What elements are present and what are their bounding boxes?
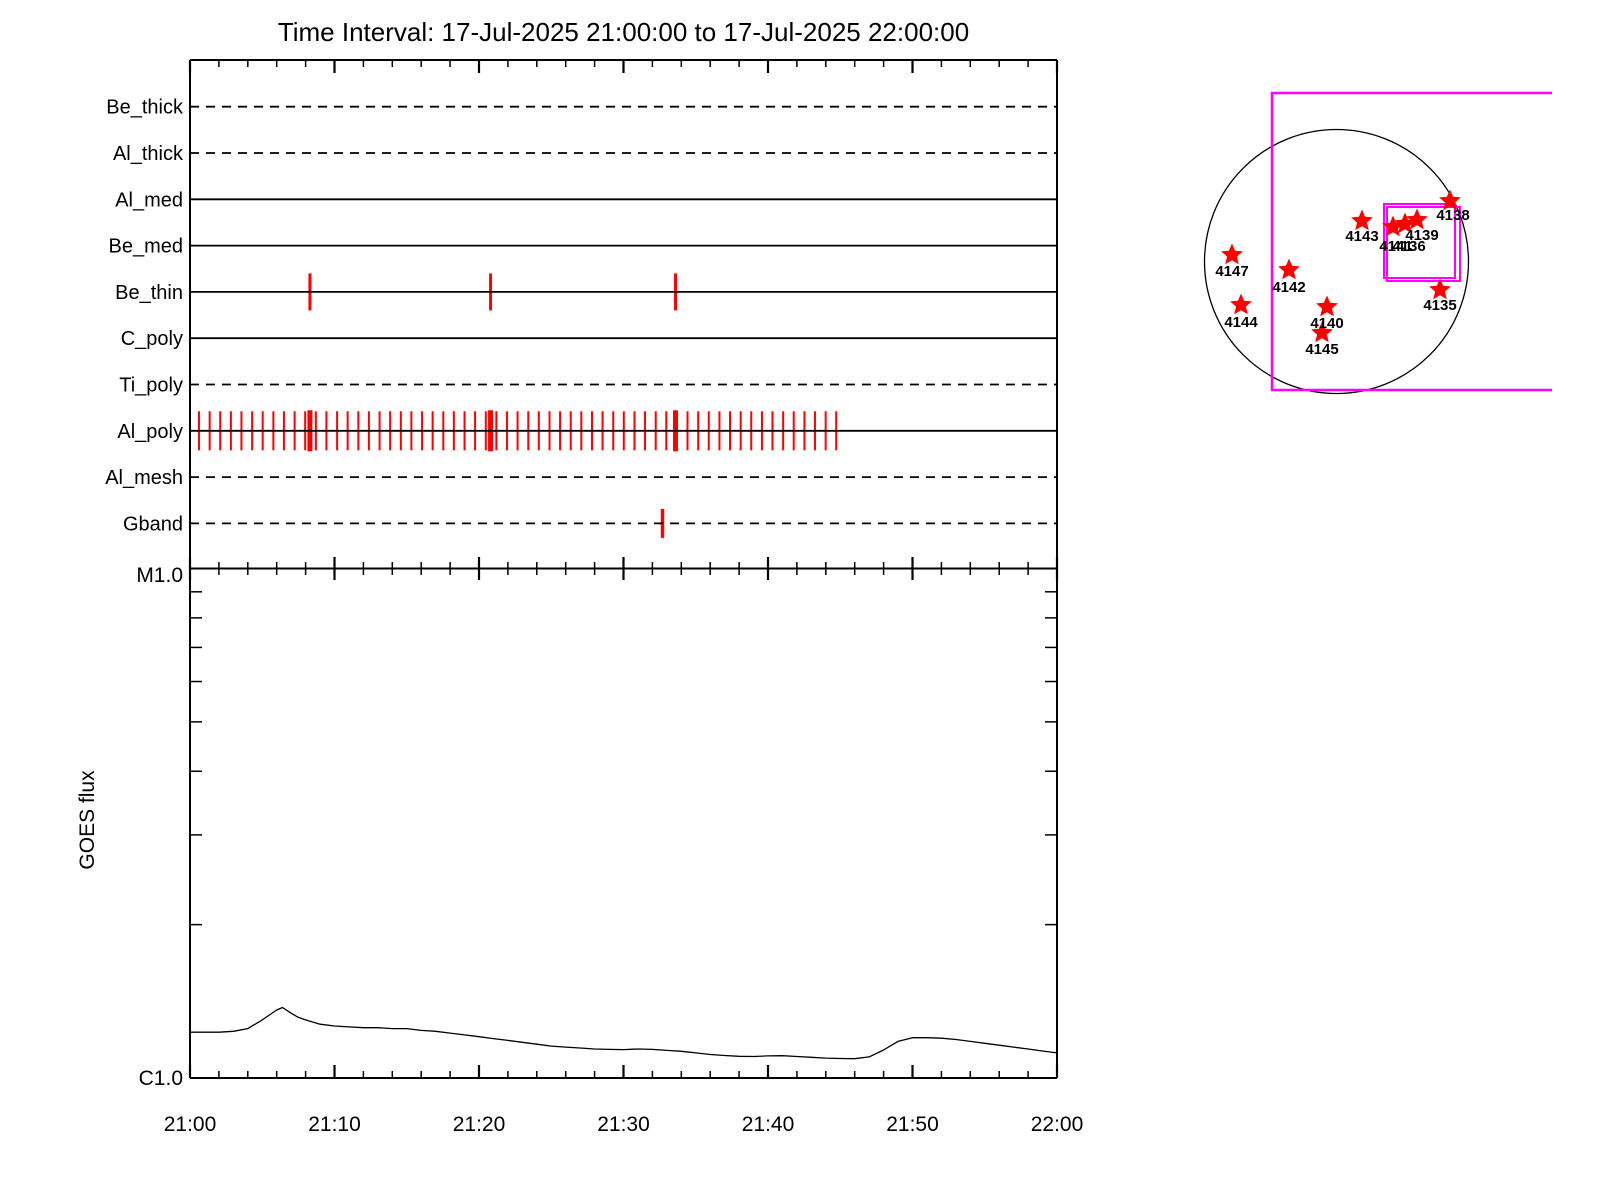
- active-region-star-4145: [1311, 321, 1333, 343]
- active-region-label-4143: 4143: [1345, 228, 1378, 245]
- active-region-star-4143: [1351, 209, 1373, 231]
- goes-flux-curve: [190, 1006, 1058, 1060]
- filter-label-Al_poly: Al_poly: [117, 421, 183, 443]
- active-region-label-4138: 4138: [1436, 207, 1469, 224]
- x-axis-label-21:50: 21:50: [886, 1113, 939, 1136]
- active-region-star-4135: [1429, 278, 1451, 300]
- active-region-star-4141: [1382, 215, 1404, 237]
- solar-limb-circle: [1203, 128, 1470, 395]
- filter-label-Ti_poly: Ti_poly: [119, 375, 183, 397]
- goes-ymax-label: M1.0: [136, 564, 183, 587]
- active-region-star-4136: [1394, 212, 1416, 234]
- active-region-star-4147: [1221, 243, 1243, 265]
- active-region-label-4145: 4145: [1305, 341, 1338, 358]
- filter-label-C_poly: C_poly: [121, 328, 183, 350]
- filter-label-Al_mesh: Al_mesh: [105, 467, 183, 489]
- active-region-star-4139: [1406, 208, 1428, 230]
- active-region-label-4147: 4147: [1215, 263, 1248, 280]
- active-region-label-4144: 4144: [1224, 314, 1258, 331]
- page-title: Time Interval: 17-Jul-2025 21:00:00 to 1…: [277, 17, 970, 47]
- filter-label-Al_thick: Al_thick: [113, 143, 184, 165]
- x-axis-label-21:00: 21:00: [164, 1113, 217, 1136]
- x-axis-label-21:20: 21:20: [453, 1113, 506, 1136]
- x-axis-label-22:00: 22:00: [1031, 1113, 1084, 1136]
- goes-axis-title: GOES flux: [76, 770, 99, 870]
- fov-box-small-2: [1386, 206, 1461, 282]
- active-region-star-4142: [1278, 258, 1300, 280]
- x-axis-label-21:40: 21:40: [742, 1113, 795, 1136]
- active-region-label-4136: 4136: [1392, 238, 1425, 255]
- active-region-star-4144: [1230, 293, 1252, 315]
- x-axis-label-21:30: 21:30: [597, 1113, 650, 1136]
- active-region-label-4142: 4142: [1272, 279, 1305, 296]
- fov-box-large: [1270, 91, 1552, 392]
- active-region-star-4140: [1316, 295, 1338, 317]
- filter-label-Gband: Gband: [123, 513, 183, 535]
- active-region-label-4140: 4140: [1310, 315, 1343, 332]
- goes-ymin-label: C1.0: [138, 1067, 183, 1090]
- filter-label-Al_med: Al_med: [115, 189, 183, 211]
- active-region-star-4138: [1439, 189, 1461, 211]
- filter-label-Be_med: Be_med: [109, 236, 184, 258]
- x-axis-label-21:10: 21:10: [308, 1113, 361, 1136]
- active-region-label-4135: 4135: [1423, 297, 1456, 314]
- filter-label-Be_thick: Be_thick: [106, 97, 184, 119]
- active-region-label-4141: 4141: [1379, 238, 1412, 255]
- fov-box-small-1: [1383, 203, 1456, 279]
- active-region-label-4139: 4139: [1405, 227, 1438, 244]
- filter-label-Be_thin: Be_thin: [115, 282, 183, 304]
